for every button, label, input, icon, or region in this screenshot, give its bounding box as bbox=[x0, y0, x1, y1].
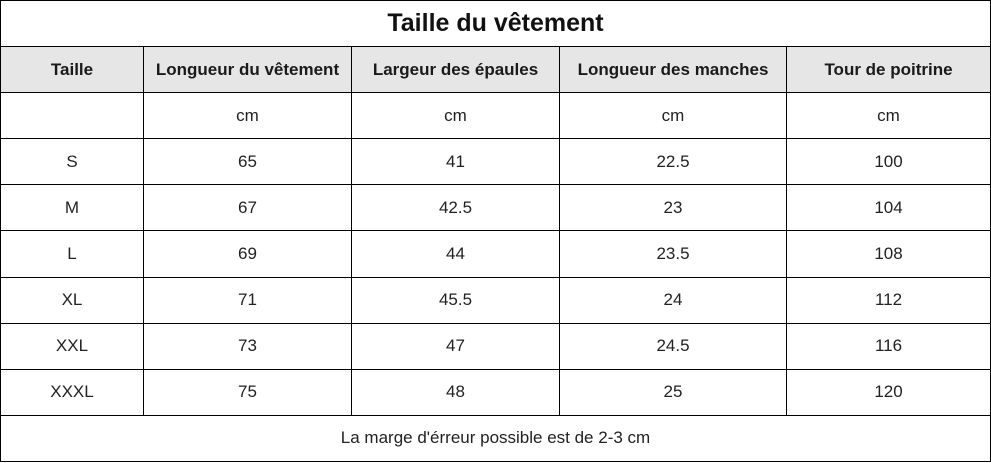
table-cell: 69 bbox=[143, 230, 352, 278]
column-header-longueur-manches: Longueur des manches bbox=[559, 46, 787, 94]
table-cell: 25 bbox=[559, 368, 787, 416]
table-cell: 65 bbox=[143, 138, 352, 186]
table-row: S 65 41 22.5 100 bbox=[0, 138, 991, 186]
table-title: Taille du vêtement bbox=[0, 0, 991, 48]
table-cell: 23.5 bbox=[559, 230, 787, 278]
column-header-tour-poitrine: Tour de poitrine bbox=[786, 46, 991, 94]
table-cell: 71 bbox=[143, 276, 352, 324]
column-header-taille: Taille bbox=[0, 46, 144, 94]
unit-cell: cm bbox=[351, 92, 560, 140]
table-cell: 67 bbox=[143, 184, 352, 232]
column-header-longueur-vetement: Longueur du vêtement bbox=[143, 46, 352, 94]
unit-cell: cm bbox=[143, 92, 352, 140]
size-label-cell: M bbox=[0, 184, 144, 232]
unit-cell: cm bbox=[786, 92, 991, 140]
table-cell: 73 bbox=[143, 322, 352, 370]
table-cell: 120 bbox=[786, 368, 991, 416]
table-row: L 69 44 23.5 108 bbox=[0, 230, 991, 278]
table-cell: 100 bbox=[786, 138, 991, 186]
title-row: Taille du vêtement bbox=[0, 0, 991, 48]
table-cell: 44 bbox=[351, 230, 560, 278]
size-label-cell: L bbox=[0, 230, 144, 278]
table-cell: 108 bbox=[786, 230, 991, 278]
table-cell: 112 bbox=[786, 276, 991, 324]
table-cell: 22.5 bbox=[559, 138, 787, 186]
header-row: Taille Longueur du vêtement Largeur des … bbox=[0, 46, 991, 94]
size-label-cell: XL bbox=[0, 276, 144, 324]
table-cell: 23 bbox=[559, 184, 787, 232]
table-cell: 42.5 bbox=[351, 184, 560, 232]
table-row: XL 71 45.5 24 112 bbox=[0, 276, 991, 324]
unit-row: cm cm cm cm bbox=[0, 92, 991, 140]
table-row: M 67 42.5 23 104 bbox=[0, 184, 991, 232]
table-cell: 104 bbox=[786, 184, 991, 232]
table-cell: 75 bbox=[143, 368, 352, 416]
size-label-cell: S bbox=[0, 138, 144, 186]
table-row: XXL 73 47 24.5 116 bbox=[0, 322, 991, 370]
unit-cell: cm bbox=[559, 92, 787, 140]
size-label-cell: XXXL bbox=[0, 368, 144, 416]
size-label-cell: XXL bbox=[0, 322, 144, 370]
table-cell: 48 bbox=[351, 368, 560, 416]
table-cell: 47 bbox=[351, 322, 560, 370]
column-header-largeur-epaules: Largeur des épaules bbox=[351, 46, 560, 94]
table-row: XXXL 75 48 25 120 bbox=[0, 368, 991, 416]
table-cell: 24.5 bbox=[559, 322, 787, 370]
table-cell: 45.5 bbox=[351, 276, 560, 324]
tolerance-note: La marge d'érreur possible est de 2-3 cm bbox=[0, 414, 991, 463]
table-cell: 116 bbox=[786, 322, 991, 370]
table-cell: 24 bbox=[559, 276, 787, 324]
unit-cell bbox=[0, 92, 144, 140]
table-cell: 41 bbox=[351, 138, 560, 186]
footer-row: La marge d'érreur possible est de 2-3 cm bbox=[0, 414, 991, 463]
